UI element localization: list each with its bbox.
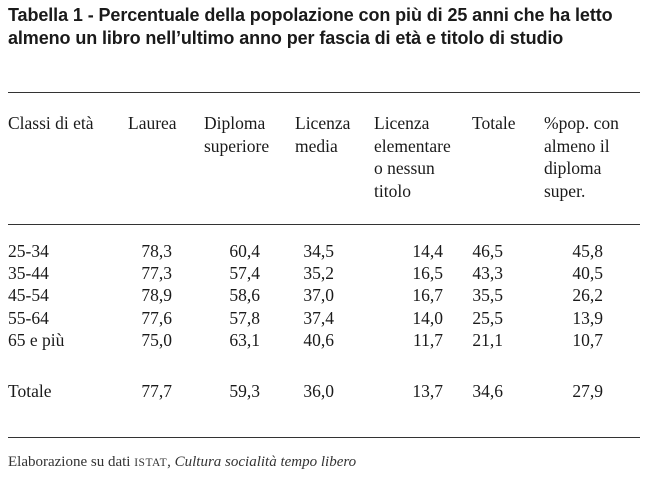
table-row-cell: 45,8 bbox=[572, 241, 603, 261]
header-line: diploma bbox=[544, 158, 602, 178]
total-row-label: Totale bbox=[8, 381, 52, 401]
header-line: media bbox=[295, 135, 338, 156]
header-line: Licenza bbox=[295, 113, 351, 133]
table-row-cell: 40,5 bbox=[572, 263, 603, 283]
table-row-cell: 34,5 bbox=[303, 241, 334, 261]
header-line: Laurea bbox=[128, 113, 177, 133]
source-separator: , bbox=[167, 454, 175, 470]
header-line: titolo bbox=[374, 180, 411, 201]
header-diploma: Diploma superiore bbox=[204, 112, 269, 157]
table-row-cell: 26,2 bbox=[572, 285, 603, 305]
header-line: almeno il bbox=[544, 135, 610, 156]
header-classi: Classi di età bbox=[8, 112, 94, 135]
table-row-cell: 77,3 bbox=[141, 263, 172, 283]
table-row-cell: 78,3 bbox=[141, 241, 172, 261]
header-laurea: Laurea bbox=[128, 112, 177, 135]
table-row-cell: 14,4 bbox=[412, 241, 443, 261]
table-title: Tabella 1 - Percentuale della popolazion… bbox=[8, 5, 613, 48]
total-row-cell: 34,6 bbox=[472, 381, 503, 401]
table-row-label: 45-54 bbox=[8, 285, 49, 305]
table-row-cell: 75,0 bbox=[141, 330, 172, 350]
total-row-cell: 13,7 bbox=[412, 381, 443, 401]
table-row-cell: 13,9 bbox=[572, 308, 603, 328]
header-line: Classi di età bbox=[8, 113, 94, 133]
source-prefix: Elaborazione su dati bbox=[8, 454, 135, 470]
header-line: %pop. con bbox=[544, 113, 619, 133]
source-agency: ISTAT bbox=[134, 457, 168, 469]
table-row-cell: 16,7 bbox=[412, 285, 443, 305]
table-row-cell: 78,9 bbox=[141, 285, 172, 305]
header-line: o nessun bbox=[374, 158, 435, 178]
table-row-cell: 11,7 bbox=[413, 330, 443, 350]
table-row-cell: 37,0 bbox=[303, 285, 334, 305]
table-row-cell: 46,5 bbox=[472, 241, 503, 261]
header-line: Diploma bbox=[204, 113, 266, 133]
source-note: Elaborazione su dati ISTAT, Cultura soci… bbox=[8, 452, 356, 473]
header-line: Totale bbox=[472, 113, 516, 133]
table-row-cell: 57,8 bbox=[229, 308, 260, 328]
header-rule bbox=[8, 224, 640, 225]
header-media: Licenza media bbox=[295, 112, 350, 157]
table-row-cell: 35,5 bbox=[472, 285, 503, 305]
table-row-cell: 40,6 bbox=[303, 330, 334, 350]
table-row-label: 25-34 bbox=[8, 241, 49, 261]
table-row-cell: 57,4 bbox=[229, 263, 260, 283]
header-line: Licenza bbox=[374, 113, 430, 133]
table-row-cell: 21,1 bbox=[472, 330, 503, 350]
header-line: superiore bbox=[204, 135, 270, 156]
header-perc: %pop. con almeno il diploma super. bbox=[544, 112, 619, 202]
table-row-label: 35-44 bbox=[8, 263, 49, 283]
table-row-cell: 16,5 bbox=[412, 263, 443, 283]
total-row-cell: 36,0 bbox=[303, 381, 334, 401]
source-publication: Cultura socialità tempo libero bbox=[174, 454, 357, 470]
table-row-cell: 43,3 bbox=[472, 263, 503, 283]
header-totale: Totale bbox=[472, 112, 515, 135]
total-row-cell: 27,9 bbox=[572, 381, 603, 401]
header-elementare: Licenza elementare o nessun titolo bbox=[374, 112, 451, 202]
header-line: elementare bbox=[374, 135, 451, 156]
table-row-cell: 63,1 bbox=[229, 330, 260, 350]
table-row-cell: 37,4 bbox=[303, 308, 334, 328]
table-row-label: 55-64 bbox=[8, 308, 49, 328]
bottom-rule bbox=[8, 437, 640, 438]
header-line: super. bbox=[544, 180, 586, 201]
table-row-cell: 14,0 bbox=[412, 308, 443, 328]
total-row-cell: 77,7 bbox=[141, 381, 172, 401]
table-row-cell: 60,4 bbox=[229, 241, 260, 261]
table-row-cell: 35,2 bbox=[303, 263, 334, 283]
top-rule bbox=[8, 92, 640, 93]
total-row-cell: 59,3 bbox=[229, 381, 260, 401]
table-row-cell: 10,7 bbox=[572, 330, 603, 350]
table-row-cell: 58,6 bbox=[229, 285, 260, 305]
table-row-label: 65 e più bbox=[8, 330, 65, 350]
table-row-cell: 77,6 bbox=[141, 308, 172, 328]
table-row-cell: 25,5 bbox=[472, 308, 503, 328]
